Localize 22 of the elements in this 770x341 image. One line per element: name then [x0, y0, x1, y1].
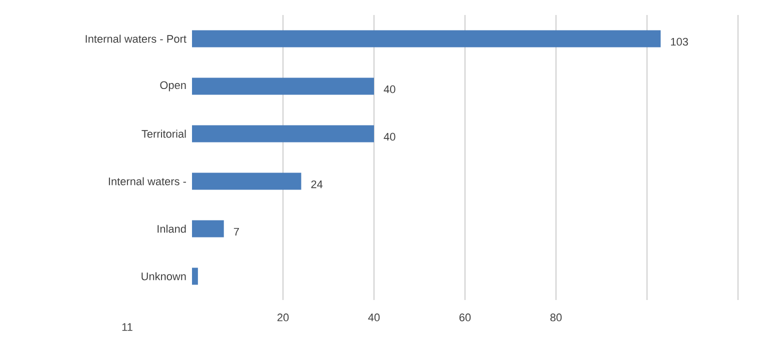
x-tick-label: 40 [368, 314, 380, 322]
data-label: 103 [671, 38, 688, 46]
y-tick-label: Internal waters - [108, 177, 186, 186]
bar [192, 78, 374, 95]
x-tick-label: 20 [277, 314, 289, 322]
y-tick-label: Internal waters - Port [86, 34, 186, 43]
y-tick-label: Inland [158, 224, 186, 233]
bar [192, 172, 302, 190]
data-label: 24 [311, 180, 323, 188]
bar [192, 30, 661, 48]
text: 11 [122, 323, 132, 331]
data-label: 40 [384, 85, 396, 94]
y-tick-label: Territorial [142, 130, 186, 138]
x-tick-label: 80 [550, 314, 562, 322]
bar [192, 220, 224, 238]
data-label: 40 [384, 132, 396, 141]
y-tick-label: Unknown [142, 272, 186, 280]
bar [192, 125, 374, 142]
x-tick-label: 60 [459, 314, 471, 322]
bar [192, 268, 198, 285]
data-label: 7 [234, 228, 239, 236]
y-tick-label: Open [160, 81, 186, 92]
